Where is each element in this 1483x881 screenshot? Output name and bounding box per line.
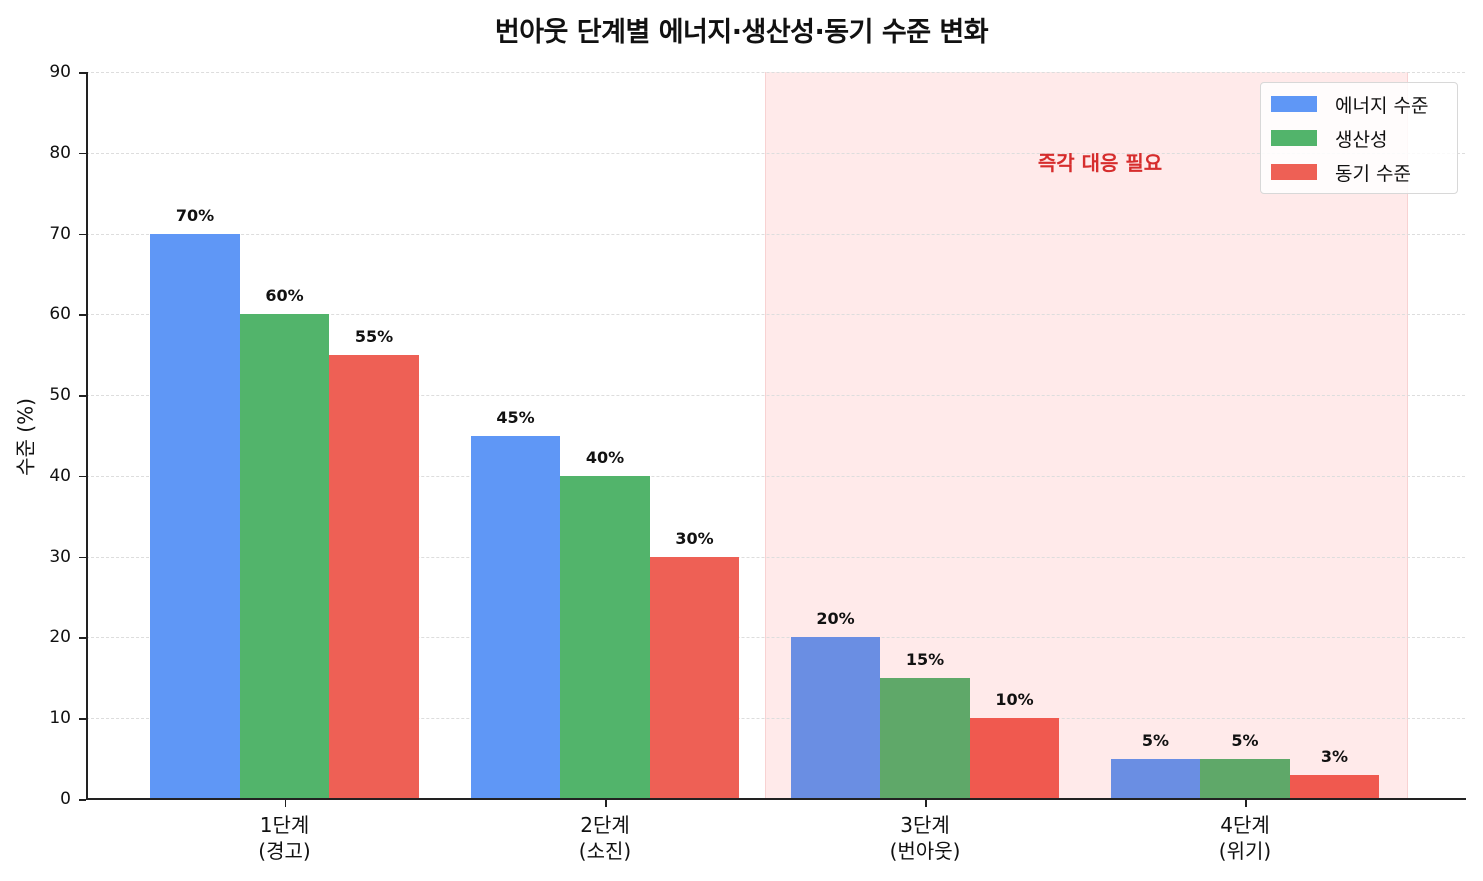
gridline [86,152,1465,154]
legend-item: 에너지 수준 [1271,91,1428,117]
y-tick-mark [79,718,86,720]
bar-value-label: 15% [905,649,945,669]
x-tick-mark [925,800,927,807]
legend-swatch [1271,96,1317,112]
y-axis-line [86,72,88,800]
x-tick-label: 3단계 (번아웃) [889,813,961,863]
legend-swatch [1271,130,1317,146]
y-tick-label: 0 [60,789,71,809]
bar-value-label: 30% [675,528,714,548]
legend-item: 동기 수준 [1271,159,1411,185]
bar-energy [1110,758,1201,799]
bar-productivity [560,475,650,799]
gridline [86,314,1465,316]
gridline [86,556,1465,558]
bar-value-label: 60% [265,286,304,306]
bar-motivation [1289,774,1380,799]
y-tick-label: 40 [49,465,71,486]
gridline [86,475,1465,477]
bar-energy [470,435,561,799]
y-tick-label: 50 [49,385,71,406]
y-tick-mark [79,556,86,559]
bar-motivation [649,556,740,799]
legend-swatch [1271,164,1317,180]
y-tick-mark [79,152,86,155]
bar-value-label: 40% [585,447,625,467]
y-tick-mark [79,395,86,397]
y-tick-label: 70 [49,223,71,244]
y-tick-mark [79,72,86,74]
gridline [86,637,1465,639]
x-tick-mark [284,800,286,807]
legend-label: 에너지 수준 [1335,94,1429,117]
legend-label: 동기 수준 [1335,162,1411,185]
bar-productivity [239,314,330,799]
bar-productivity [880,677,970,799]
y-tick-mark [79,314,86,316]
bar-energy [150,233,240,799]
y-tick-label: 60 [49,304,71,325]
legend-item: 생산성 [1271,125,1387,151]
bar-value-label: 5% [1231,730,1259,750]
y-tick-label: 20 [49,627,71,648]
y-tick-label: 80 [49,142,71,163]
x-axis-line [86,798,1466,800]
legend-label: 생산성 [1335,128,1388,151]
y-tick-mark [79,233,86,236]
chart-title: 번아웃 단계별 에너지·생산성·동기 수준 변화 [494,17,989,48]
y-tick-mark [79,475,86,478]
bar-value-label: 55% [354,326,394,346]
bar-motivation [969,718,1060,799]
y-tick-label: 10 [49,708,71,729]
bar-value-label: 20% [816,609,855,629]
bar-value-label: 10% [995,690,1034,710]
gridline [86,395,1465,397]
bar-energy [790,637,881,799]
gridline [86,718,1465,720]
bar-value-label: 3% [1320,746,1349,766]
x-tick-label: 1단계 (경고) [258,813,311,863]
y-tick-mark [79,799,86,801]
bar-value-label: 45% [496,407,535,427]
y-tick-label: 90 [49,62,71,82]
bar-motivation [329,354,419,799]
x-tick-mark [1245,800,1247,807]
bar-productivity [1200,758,1290,799]
gridline [86,233,1465,235]
gridline [86,72,1465,73]
x-tick-label: 4단계 (위기) [1218,813,1272,863]
y-axis-title: 수준 (%) [13,398,38,476]
plot-area: 70% 45% 20% 5% 60% 40% 15% 5% 55% 30% 10% 3% [86,72,1465,799]
bar-value-label: 5% [1141,730,1170,750]
x-tick-mark [605,800,607,807]
y-tick-label: 30 [49,546,71,567]
highlight-annotation: 즉각 대응 필요 [1037,151,1163,175]
bar-value-label: 70% [175,205,215,225]
y-tick-mark [79,637,86,639]
x-tick-label: 2단계 (소진) [578,813,632,863]
